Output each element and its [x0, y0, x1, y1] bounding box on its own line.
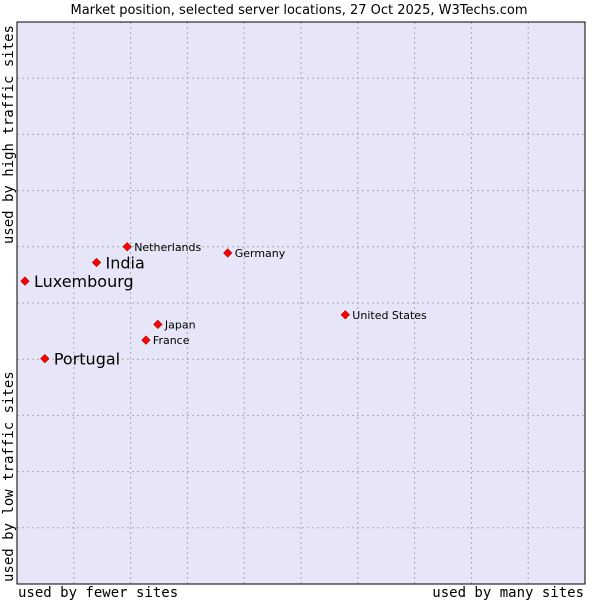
plot-frame — [16, 21, 586, 585]
point-marker-germany — [223, 248, 233, 258]
point-label-luxembourg: Luxembourg — [34, 272, 134, 291]
point-marker-netherlands — [122, 242, 132, 252]
point-label-united-states: United States — [352, 309, 427, 322]
point-label-japan: Japan — [164, 318, 196, 331]
x-axis-label-right: used by many sites — [432, 585, 584, 600]
point-label-netherlands: Netherlands — [134, 241, 201, 254]
point-marker-india — [91, 257, 102, 268]
point-label-india: India — [106, 254, 145, 273]
point-marker-france — [141, 335, 151, 345]
chart-title: Market position, selected server locatio… — [70, 3, 527, 18]
x-axis-label-left: used by fewer sites — [18, 585, 178, 600]
point-label-germany: Germany — [235, 247, 286, 260]
point-label-france: France — [153, 334, 190, 347]
y-axis-label-bottom: used by low traffic sites — [1, 371, 17, 582]
point-marker-portugal — [40, 354, 50, 364]
point-marker-united-states — [340, 310, 350, 320]
point-marker-luxembourg — [20, 276, 30, 286]
y-axis-label-top: used by high traffic sites — [1, 25, 17, 244]
point-label-portugal: Portugal — [54, 350, 120, 369]
point-marker-japan — [153, 319, 163, 329]
